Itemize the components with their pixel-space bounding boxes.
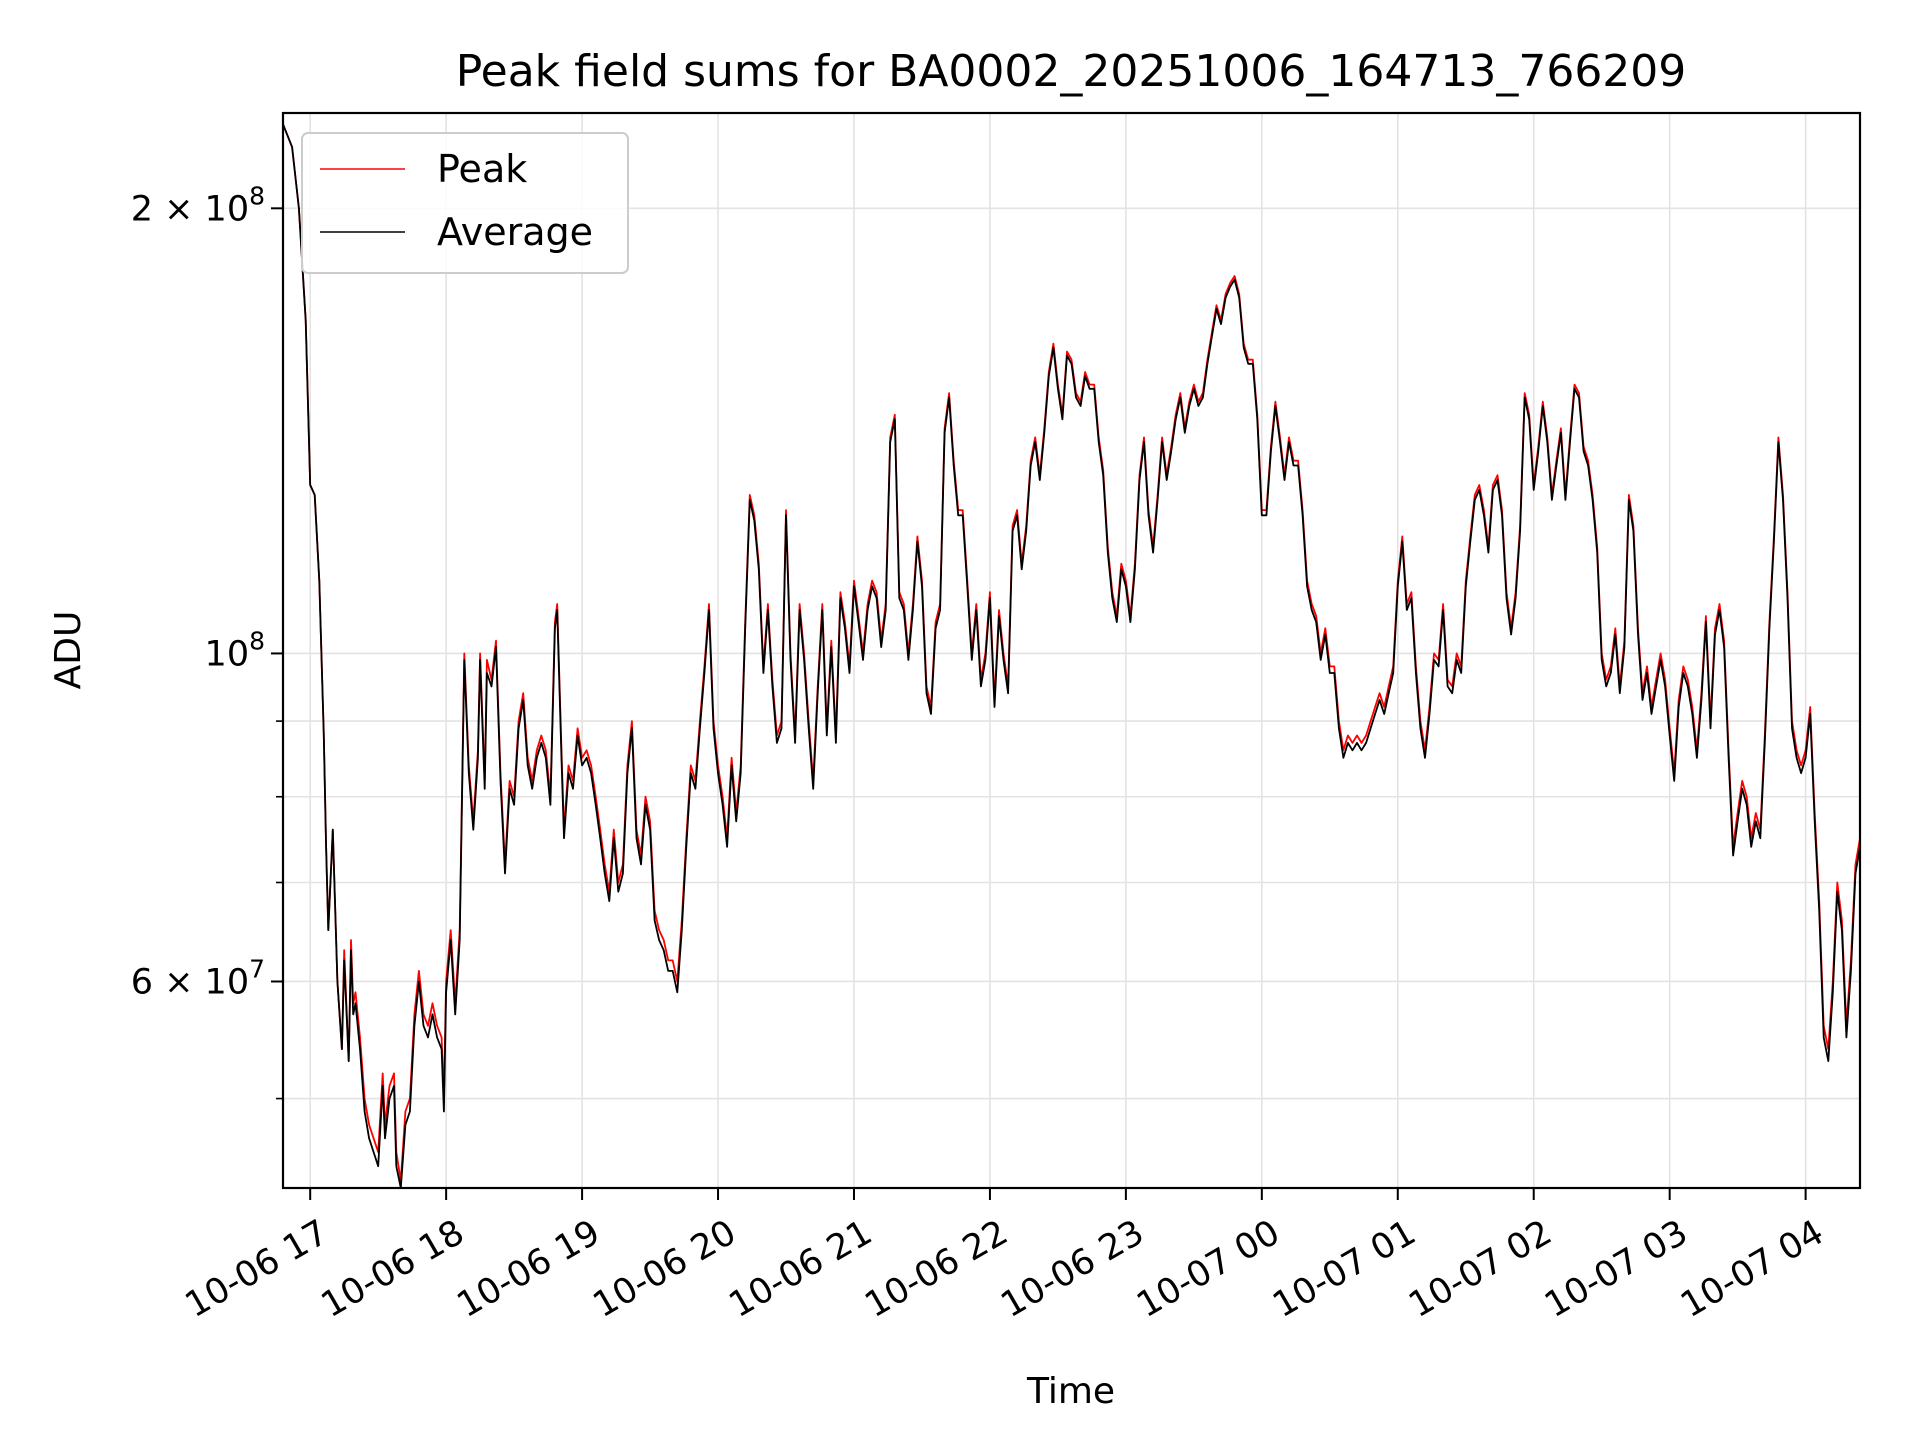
legend-label-average: Average (437, 210, 593, 254)
series-layer (283, 123, 1860, 1188)
legend: Peak Average (301, 132, 629, 274)
series-line-average (283, 123, 1860, 1188)
legend-frame (301, 132, 629, 274)
x-axis-label: Time (1026, 1371, 1115, 1412)
y-axis-label: ADU (48, 611, 89, 690)
plot-frame (281, 111, 1862, 1190)
y-tick-label: 108 (205, 626, 265, 674)
grid (283, 113, 1860, 1188)
chart-title: Peak field sums for BA0002_20251006_1647… (456, 46, 1687, 97)
legend-label-peak: Peak (437, 147, 527, 191)
y-axis: 6 × 107 108 2 × 108 (131, 181, 283, 1100)
y-tick-label: 2 × 108 (131, 181, 265, 229)
y-tick-label: 6 × 107 (131, 954, 265, 1002)
